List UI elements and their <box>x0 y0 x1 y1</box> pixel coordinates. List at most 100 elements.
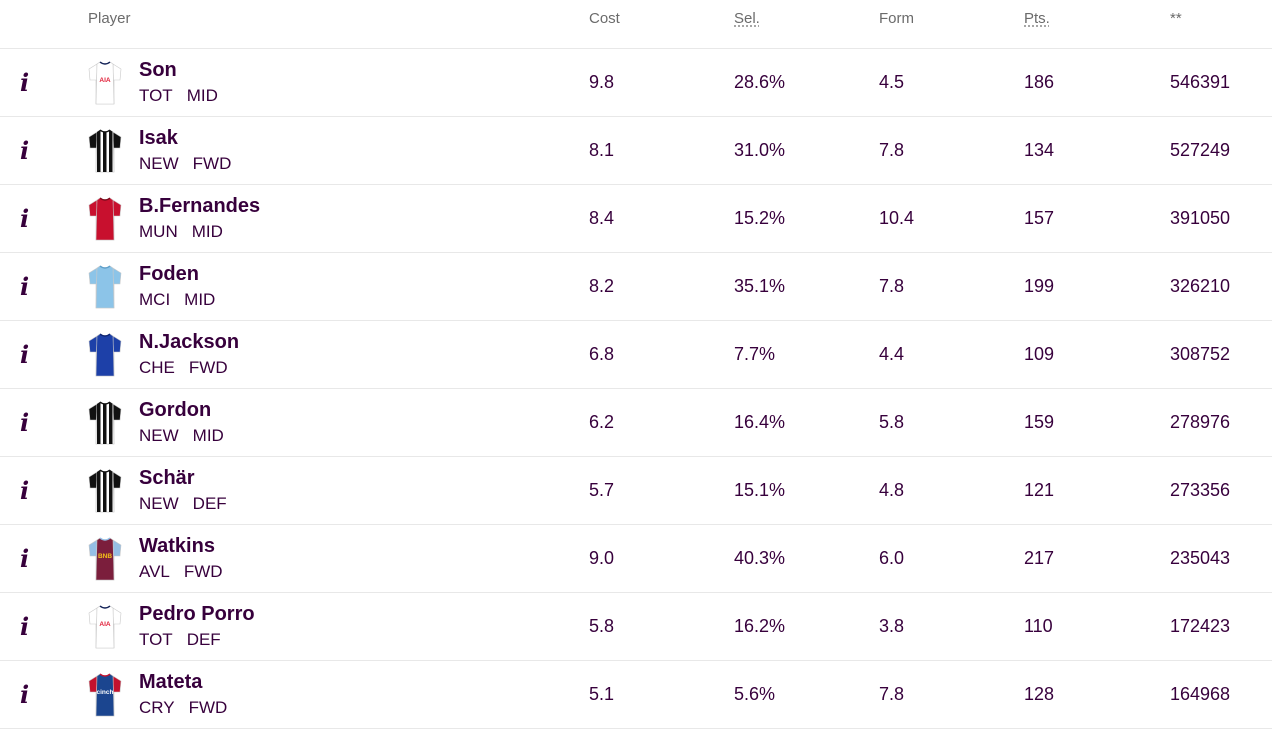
cost-cell: 5.8 <box>589 592 734 661</box>
points-cell: 110 <box>1024 592 1170 661</box>
cost-header-label[interactable]: Cost <box>589 9 620 27</box>
player-cell: N.Jackson CHE FWD <box>88 320 589 389</box>
player-name[interactable]: Mateta <box>139 671 203 693</box>
selected-by-cell: 16.4% <box>734 388 879 457</box>
cost-cell: 6.8 <box>589 320 734 389</box>
player-name[interactable]: Foden <box>139 263 199 285</box>
info-cell: i <box>0 524 88 593</box>
team-shirt-icon <box>88 400 122 444</box>
info-column-header <box>0 0 88 49</box>
player-info: Gordon NEW MID <box>139 398 224 447</box>
points-cell: 157 <box>1024 184 1170 253</box>
team-shirt-icon <box>88 264 122 308</box>
header-row: Player Cost Sel. Form Pts. ** <box>0 0 1272 49</box>
selected-by-cell: 16.2% <box>734 592 879 661</box>
cost-cell: 6.2 <box>589 388 734 457</box>
cost-cell: 8.1 <box>589 116 734 185</box>
player-meta: TOT DEF <box>139 629 255 651</box>
table-body: i AIA Son TOT MID 9.8 28.6% 4.5 186 546391 i Isak NE… <box>0 48 1272 729</box>
player-summary: N.Jackson CHE FWD <box>88 330 589 379</box>
points-cell: 186 <box>1024 48 1170 117</box>
player-summary: Schär NEW DEF <box>88 466 589 515</box>
player-team: AVL <box>139 562 170 581</box>
info-cell: i <box>0 252 88 321</box>
sel-header-label[interactable]: Sel. <box>734 9 760 27</box>
info-cell: i <box>0 320 88 389</box>
player-summary: AIA Son TOT MID <box>88 58 589 107</box>
cost-cell: 8.4 <box>589 184 734 253</box>
info-icon[interactable]: i <box>20 475 30 505</box>
player-cell: B.Fernandes MUN MID <box>88 184 589 253</box>
player-position: FWD <box>192 154 232 173</box>
form-cell: 4.4 <box>879 320 1024 389</box>
player-position: MID <box>186 86 218 105</box>
player-cell: BNB Watkins AVL FWD <box>88 524 589 593</box>
player-summary: Isak NEW FWD <box>88 126 589 175</box>
selected-by-cell: 15.2% <box>734 184 879 253</box>
player-summary: B.Fernandes MUN MID <box>88 194 589 243</box>
info-cell: i <box>0 48 88 117</box>
form-cell: 10.4 <box>879 184 1024 253</box>
stat-column-header[interactable]: ** <box>1170 0 1272 49</box>
player-team: CHE <box>139 358 175 377</box>
points-cell: 109 <box>1024 320 1170 389</box>
player-position: MID <box>192 426 224 445</box>
player-meta: MUN MID <box>139 221 260 243</box>
player-cell: Schär NEW DEF <box>88 456 589 525</box>
info-icon[interactable]: i <box>20 611 30 641</box>
player-name[interactable]: Isak <box>139 127 178 149</box>
table-row: i N.Jackson CHE FWD 6.8 7.7% 4.4 109 308752 <box>0 320 1272 389</box>
player-info: Pedro Porro TOT DEF <box>139 602 255 651</box>
table-row: i Isak NEW FWD 8.1 31.0% 7.8 134 527249 <box>0 116 1272 185</box>
info-icon[interactable]: i <box>20 407 30 437</box>
stat-header-label[interactable]: ** <box>1170 9 1182 27</box>
selected-by-cell: 40.3% <box>734 524 879 593</box>
player-cell: Foden MCI MID <box>88 252 589 321</box>
stat-cell: 172423 <box>1170 592 1272 661</box>
info-icon[interactable]: i <box>20 339 30 369</box>
player-name[interactable]: Watkins <box>139 535 215 557</box>
pts-column-header[interactable]: Pts. <box>1024 0 1170 49</box>
form-header-label[interactable]: Form <box>879 9 914 27</box>
info-icon[interactable]: i <box>20 203 30 233</box>
pts-header-label[interactable]: Pts. <box>1024 9 1050 27</box>
player-name[interactable]: Schär <box>139 467 195 489</box>
player-summary: BNB Watkins AVL FWD <box>88 534 589 583</box>
form-cell: 7.8 <box>879 116 1024 185</box>
info-icon[interactable]: i <box>20 543 30 573</box>
info-icon[interactable]: i <box>20 135 30 165</box>
points-cell: 128 <box>1024 660 1170 729</box>
cost-cell: 9.0 <box>589 524 734 593</box>
info-icon[interactable]: i <box>20 679 30 709</box>
stat-cell: 278976 <box>1170 388 1272 457</box>
player-name[interactable]: B.Fernandes <box>139 195 261 217</box>
points-cell: 217 <box>1024 524 1170 593</box>
player-summary: Gordon NEW MID <box>88 398 589 447</box>
player-position: FWD <box>183 562 223 581</box>
player-position: DEF <box>192 494 227 513</box>
form-cell: 4.8 <box>879 456 1024 525</box>
points-cell: 199 <box>1024 252 1170 321</box>
form-cell: 3.8 <box>879 592 1024 661</box>
info-icon[interactable]: i <box>20 67 30 97</box>
cost-column-header[interactable]: Cost <box>589 0 734 49</box>
player-name[interactable]: Son <box>139 59 177 81</box>
points-cell: 159 <box>1024 388 1170 457</box>
player-meta: CHE FWD <box>139 357 239 379</box>
player-name[interactable]: Gordon <box>139 399 212 421</box>
player-info: Son TOT MID <box>139 58 218 107</box>
player-team: CRY <box>139 698 175 717</box>
table-row: i cinch Mateta CRY FWD 5.1 5.6% 7.8 128 164968 <box>0 660 1272 729</box>
player-name[interactable]: N.Jackson <box>139 331 240 353</box>
selected-by-cell: 35.1% <box>734 252 879 321</box>
table-row: i B.Fernandes MUN MID 8.4 15.2% 10.4 157 391050 <box>0 184 1272 253</box>
sel-column-header[interactable]: Sel. <box>734 0 879 49</box>
info-cell: i <box>0 592 88 661</box>
form-column-header[interactable]: Form <box>879 0 1024 49</box>
stat-cell: 164968 <box>1170 660 1272 729</box>
player-name[interactable]: Pedro Porro <box>139 603 255 625</box>
table-row: i AIA Son TOT MID 9.8 28.6% 4.5 186 546391 <box>0 48 1272 117</box>
selected-by-cell: 31.0% <box>734 116 879 185</box>
info-icon[interactable]: i <box>20 271 30 301</box>
